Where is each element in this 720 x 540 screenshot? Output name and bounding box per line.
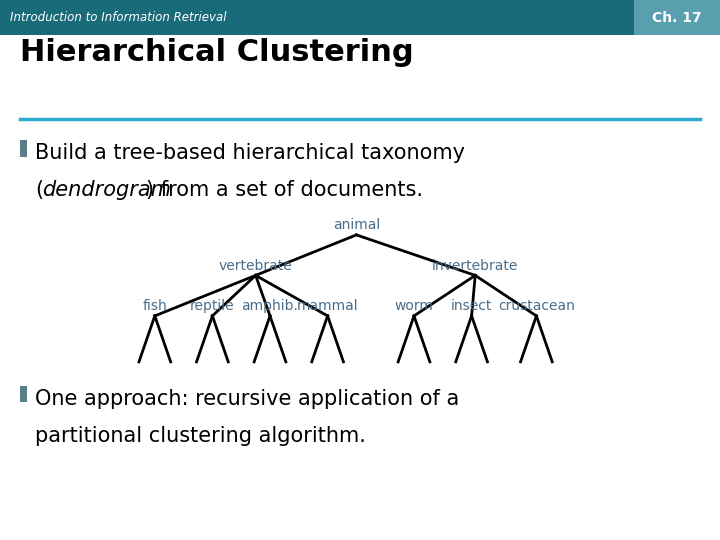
Text: insect: insect	[451, 299, 492, 313]
Text: Introduction to Information Retrieval: Introduction to Information Retrieval	[10, 11, 227, 24]
Text: crustacean: crustacean	[498, 299, 575, 313]
Text: amphib.: amphib.	[242, 299, 298, 313]
Bar	[20, 386, 27, 402]
Text: animal: animal	[333, 218, 380, 232]
Text: Ch. 17: Ch. 17	[652, 11, 701, 24]
Text: ) from a set of documents.: ) from a set of documents.	[146, 180, 423, 200]
Text: reptile: reptile	[190, 299, 235, 313]
Text: vertebrate: vertebrate	[219, 259, 292, 273]
Text: mammal: mammal	[297, 299, 359, 313]
Text: (: (	[35, 180, 43, 200]
Text: Hierarchical Clustering: Hierarchical Clustering	[20, 38, 414, 67]
Bar	[634, 0, 720, 35]
Text: worm: worm	[395, 299, 433, 313]
Text: Build a tree-based hierarchical taxonomy: Build a tree-based hierarchical taxonomy	[35, 143, 465, 163]
Text: One approach: recursive application of a: One approach: recursive application of a	[35, 389, 459, 409]
Text: invertebrate: invertebrate	[432, 259, 518, 273]
Text: partitional clustering algorithm.: partitional clustering algorithm.	[35, 426, 366, 446]
Text: dendrogram: dendrogram	[42, 180, 171, 200]
Bar	[20, 140, 27, 157]
Bar	[0, 0, 720, 35]
Text: fish: fish	[143, 299, 167, 313]
